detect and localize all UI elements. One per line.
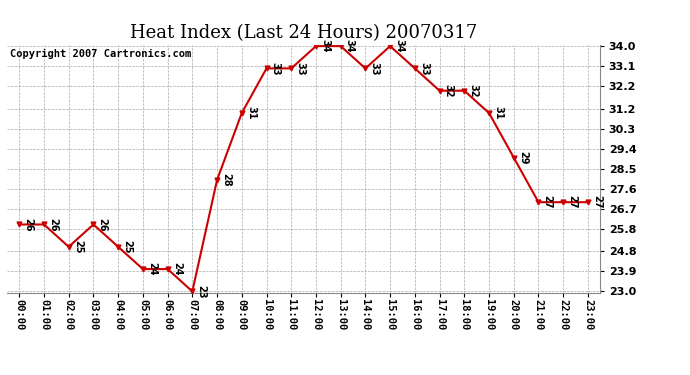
Text: 27: 27 bbox=[592, 195, 602, 209]
Text: 27: 27 bbox=[567, 195, 578, 209]
Text: 25: 25 bbox=[73, 240, 83, 254]
Text: 26: 26 bbox=[23, 218, 33, 231]
Text: Copyright 2007 Cartronics.com: Copyright 2007 Cartronics.com bbox=[10, 49, 191, 59]
Text: 33: 33 bbox=[295, 62, 306, 75]
Text: 29: 29 bbox=[518, 151, 528, 164]
Text: 27: 27 bbox=[542, 195, 553, 209]
Text: 24: 24 bbox=[172, 262, 181, 276]
Text: 26: 26 bbox=[48, 218, 58, 231]
Text: 34: 34 bbox=[345, 39, 355, 53]
Title: Heat Index (Last 24 Hours) 20070317: Heat Index (Last 24 Hours) 20070317 bbox=[130, 24, 477, 42]
Text: 26: 26 bbox=[97, 218, 108, 231]
Text: 24: 24 bbox=[147, 262, 157, 276]
Text: 23: 23 bbox=[197, 285, 206, 298]
Text: 34: 34 bbox=[320, 39, 330, 53]
Text: 31: 31 bbox=[493, 106, 503, 120]
Text: 28: 28 bbox=[221, 173, 231, 187]
Text: 33: 33 bbox=[270, 62, 281, 75]
Text: 32: 32 bbox=[469, 84, 478, 98]
Text: 33: 33 bbox=[370, 62, 380, 75]
Text: 25: 25 bbox=[122, 240, 132, 254]
Text: 34: 34 bbox=[394, 39, 404, 53]
Text: 31: 31 bbox=[246, 106, 256, 120]
Text: 32: 32 bbox=[444, 84, 454, 98]
Text: 33: 33 bbox=[419, 62, 429, 75]
